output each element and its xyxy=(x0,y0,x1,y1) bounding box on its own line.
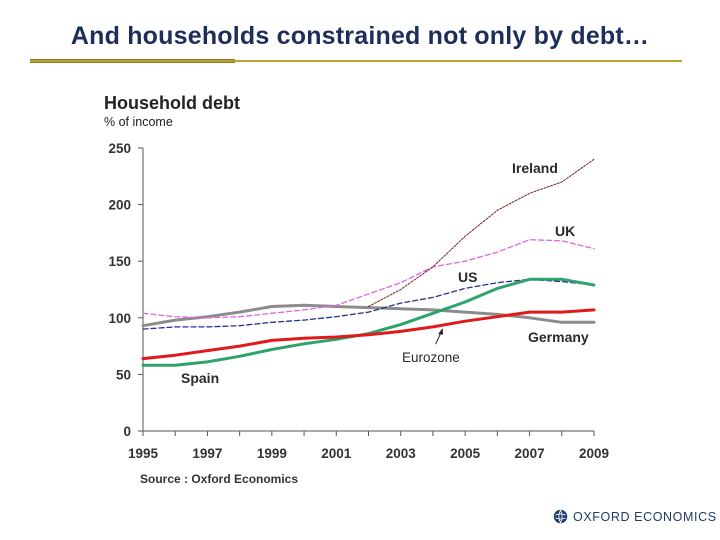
logo-text: OXFORD ECONOMICS xyxy=(573,509,717,524)
globe-icon xyxy=(553,509,568,524)
x-tick-label: 2003 xyxy=(386,446,417,461)
axes: 0 50 100 150 200 250 1995 1997 1999 2001 2003 2005 2… xyxy=(108,141,609,461)
x-tick-label: 2007 xyxy=(515,446,545,461)
annotation-label-eurozone: Eurozone xyxy=(402,350,460,365)
y-tick-label: 0 xyxy=(123,424,131,439)
y-tick-label: 200 xyxy=(108,198,131,213)
chart-title: Household debt xyxy=(104,93,240,113)
y-tick-label: 250 xyxy=(108,141,131,156)
oxford-economics-logo: OXFORD ECONOMICS xyxy=(553,509,717,524)
title-rule xyxy=(30,60,682,62)
chart-source: Source : Oxford Economics xyxy=(140,472,298,486)
series-label-germany: Germany xyxy=(528,329,589,345)
series-group xyxy=(141,158,596,367)
series-line-uk xyxy=(142,239,595,319)
slide-title: And households constrained not only by d… xyxy=(70,22,650,50)
series-label-spain: Spain xyxy=(181,370,219,386)
series-line-eurozone xyxy=(141,308,596,361)
y-tick-label: 50 xyxy=(116,367,131,382)
x-tick-label: 1995 xyxy=(128,446,159,461)
series-label-us: US xyxy=(458,269,477,285)
x-tick-label: 2005 xyxy=(450,446,481,461)
annotation-arrowhead xyxy=(438,328,444,335)
series-label-ireland: Ireland xyxy=(512,160,558,176)
series-line-us xyxy=(142,278,595,330)
chart-subtitle: % of income xyxy=(104,115,173,129)
series-line-ireland xyxy=(368,158,595,307)
y-tick-label: 100 xyxy=(108,311,131,326)
x-tick-label: 2001 xyxy=(321,446,352,461)
x-tick-label: 1999 xyxy=(257,446,287,461)
y-tick-label: 150 xyxy=(108,254,131,269)
series-line-germany xyxy=(141,303,596,328)
series-line-spain xyxy=(141,277,596,367)
series-label-uk: UK xyxy=(555,223,575,239)
series-labels: Ireland UK US Germany Spain Eurozone xyxy=(181,160,589,386)
x-tick-label: 2009 xyxy=(579,446,609,461)
x-tick-label: 1997 xyxy=(192,446,222,461)
